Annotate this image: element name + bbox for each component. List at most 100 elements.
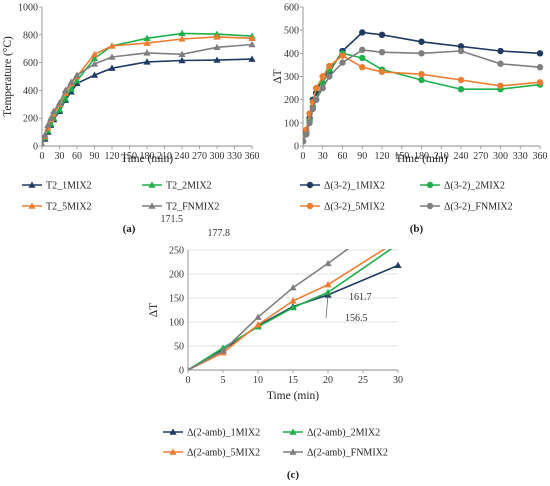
data-point — [497, 82, 504, 89]
y-axis-label: Temperature (°C) — [2, 36, 14, 117]
legend-label: T2_2MIX2 — [166, 181, 212, 192]
data-point — [50, 107, 58, 114]
data-point — [178, 56, 186, 64]
x-tick-label: 120 — [375, 151, 390, 162]
data-point — [178, 29, 186, 37]
x-tick-label: 210 — [434, 151, 449, 162]
y-tick-label: 300 — [284, 72, 299, 83]
data-point — [108, 53, 116, 60]
legend-item: Δ(2-amb)_2MIX2 — [283, 428, 380, 439]
x-tick-label: 180 — [140, 151, 155, 162]
data-point — [213, 33, 221, 40]
data-label: 161.7 — [349, 292, 372, 303]
legend-swatch-marker — [28, 202, 36, 209]
x-tick-label: 25 — [358, 375, 368, 386]
data-point — [457, 47, 465, 55]
legend-item: T2_2MIX2 — [142, 181, 212, 192]
legend-label: T2_1MIX2 — [46, 181, 92, 192]
x-axis-label: Time (min) — [121, 153, 173, 165]
data-point — [73, 77, 81, 84]
chart-panel-3: 0 50 100 150 200 250 0 5 10 15 20 25 30 Time (min) ΔT 1… — [148, 214, 403, 481]
data-point — [178, 50, 186, 57]
data-point — [73, 71, 81, 78]
legend-label: Δ(3-2)_1MIX2 — [324, 181, 385, 192]
legend-swatch-marker — [28, 181, 36, 188]
legend-swatch-marker — [426, 181, 434, 189]
series-line — [188, 249, 386, 370]
y-tick-label: 0 — [33, 142, 38, 153]
legend-label: T2_FNMIX2 — [166, 202, 219, 213]
data-point — [457, 43, 465, 50]
x-tick-label: 360 — [533, 151, 548, 162]
x-tick-label: 240 — [175, 151, 190, 162]
data-point — [303, 131, 310, 138]
y-tick-label: 500 — [284, 26, 299, 37]
data-label: 171.5 — [161, 214, 184, 225]
data-point — [418, 38, 425, 45]
data-point — [289, 284, 297, 291]
x-tick-label: 120 — [105, 151, 120, 162]
series-1 — [303, 29, 544, 145]
series-4 — [42, 40, 256, 146]
legend-item: T2_5MIX2 — [22, 202, 92, 213]
x-tick-label: 10 — [253, 375, 263, 386]
series-line — [188, 249, 350, 370]
data-point — [254, 313, 262, 320]
x-tick-label: 330 — [227, 151, 242, 162]
legend-label: Δ(3-2)_FNMIX2 — [444, 202, 513, 213]
legend-item: Δ(3-2)_2MIX2 — [420, 181, 505, 192]
data-label: 156.5 — [345, 313, 368, 324]
y-tick-label: 200 — [169, 270, 184, 281]
data-point — [143, 34, 151, 41]
data-point — [378, 31, 386, 38]
legend-item: Δ(2-amb)_1MIX2 — [163, 428, 260, 439]
legend: T2_1MIX2 T2_2MIX2 T2_5MIX2 T2_FNMIX2 — [22, 181, 219, 213]
y-tick-label: 600 — [23, 58, 38, 69]
series-line — [303, 31, 541, 142]
y-tick-label: 150 — [169, 294, 184, 305]
y-axis-label: ΔT — [148, 303, 160, 317]
x-axis-label: Time (min) — [395, 153, 447, 165]
data-point — [312, 84, 320, 92]
annotation-leader — [327, 292, 331, 298]
data-point — [326, 62, 333, 70]
legend-swatch-marker — [148, 181, 156, 188]
panel-label: (c) — [287, 469, 300, 481]
chart-panel-1: 0 200 400 600 800 1000 0 30 60 90 120 150 180 210 240 2… — [2, 3, 260, 236]
x-axis-label: Time (min) — [267, 390, 319, 402]
data-point — [312, 96, 320, 103]
x-tick-label: 240 — [454, 151, 469, 162]
data-point — [61, 86, 69, 94]
legend-item: T2_1MIX2 — [22, 181, 92, 192]
x-tick-label: 300 — [493, 151, 508, 162]
data-point — [108, 64, 116, 71]
data-point — [324, 288, 332, 296]
data-point — [536, 50, 544, 57]
y-tick-label: 0 — [179, 366, 184, 377]
data-point — [319, 84, 326, 92]
data-point — [67, 85, 75, 92]
y-tick-label: 50 — [174, 342, 184, 353]
data-point — [339, 52, 346, 59]
data-point — [378, 48, 386, 56]
x-tick-label: 90 — [357, 151, 367, 162]
legend-swatch-marker — [289, 448, 297, 455]
y-tick-label: 200 — [284, 95, 299, 106]
x-tick-label: 15 — [288, 375, 298, 386]
x-tick-label: 30 — [318, 151, 328, 162]
x-tick-label: 210 — [157, 151, 172, 162]
data-point — [359, 46, 366, 54]
x-tick-label: 60 — [72, 151, 82, 162]
series-line — [303, 49, 541, 142]
x-tick-label: 60 — [338, 151, 348, 162]
x-tick-label: 330 — [513, 151, 528, 162]
data-point — [143, 49, 151, 56]
y-tick-label: 1000 — [18, 3, 38, 14]
data-point — [306, 119, 313, 127]
data-point — [143, 39, 151, 46]
x-tick-label: 180 — [414, 151, 429, 162]
chart-panel-2: 0 100 200 300 400 500 600 0 30 60 90 120 150 180 210 24… — [272, 3, 548, 236]
y-tick-label: 0 — [294, 142, 299, 153]
series-line — [303, 54, 541, 142]
x-tick-label: 0 — [301, 151, 306, 162]
